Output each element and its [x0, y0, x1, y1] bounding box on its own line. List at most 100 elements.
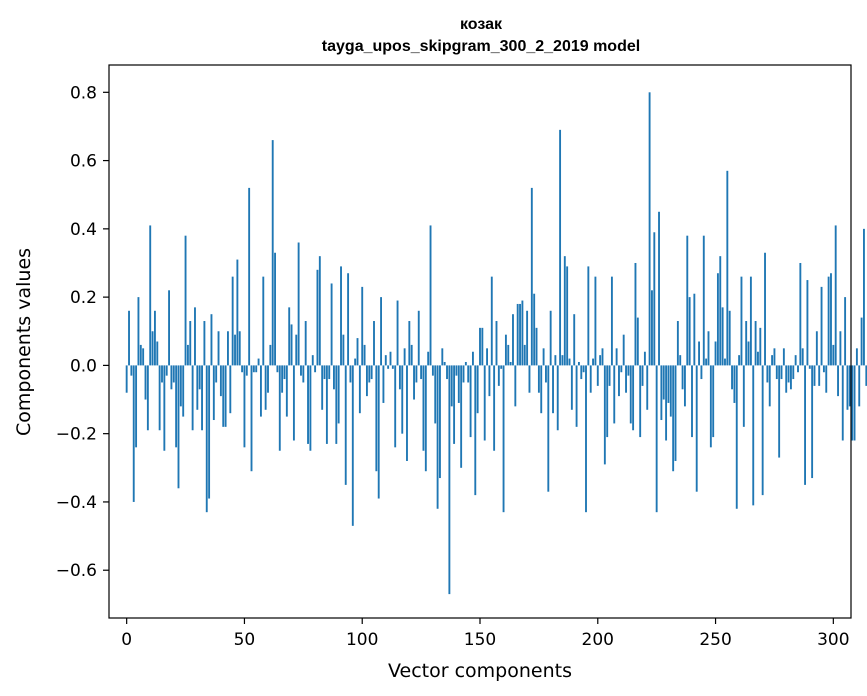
bar-26 — [186, 344, 189, 366]
bar-308 — [851, 365, 854, 441]
bar-282 — [789, 365, 792, 390]
bar-189 — [570, 365, 573, 410]
bar-124 — [417, 310, 420, 366]
bar-171 — [528, 365, 531, 393]
x-tick-label: 0 — [121, 630, 132, 650]
bar-29 — [194, 307, 196, 366]
bar-137 — [448, 365, 451, 595]
bar-81 — [316, 269, 319, 366]
bar-122 — [413, 365, 415, 400]
bar-56 — [257, 358, 260, 366]
bar-111 — [387, 365, 390, 369]
bar-272 — [766, 365, 769, 383]
bar-288 — [804, 365, 806, 485]
bar-292 — [813, 365, 816, 386]
bar-82 — [318, 256, 321, 366]
bar-221 — [646, 365, 649, 410]
bar-179 — [547, 365, 550, 492]
bar-238 — [686, 235, 689, 366]
bar-202 — [601, 348, 604, 366]
bar-39 — [217, 331, 220, 366]
bar-180 — [549, 310, 552, 366]
bar-280 — [785, 365, 788, 393]
bar-239 — [688, 297, 691, 366]
bar-200 — [596, 365, 599, 386]
bar-4 — [135, 365, 138, 448]
x-axis-ticks: 0 50 100 150 200 250 300 — [121, 618, 850, 650]
bar-100 — [361, 286, 364, 366]
bar-31 — [198, 365, 201, 390]
bar-22 — [177, 365, 180, 489]
bar-311 — [858, 365, 861, 407]
bar-172 — [530, 187, 533, 366]
bar-151 — [481, 327, 484, 366]
bar-229 — [665, 365, 668, 441]
bar-41 — [222, 365, 225, 427]
bar-97 — [354, 358, 357, 366]
bar-72 — [295, 334, 298, 366]
bar-119 — [406, 365, 408, 461]
bar-248 — [709, 365, 712, 448]
bar-73 — [297, 242, 300, 366]
bar-262 — [742, 365, 745, 427]
bar-214 — [629, 365, 632, 424]
bar-301 — [834, 225, 837, 366]
bar-176 — [540, 365, 543, 414]
bar-5 — [137, 297, 140, 366]
bar-118 — [403, 348, 406, 366]
bar-55 — [255, 365, 258, 373]
bar-23 — [179, 365, 182, 407]
bar-305 — [844, 297, 847, 366]
bar-167 — [519, 303, 521, 366]
y-axis-ticks: −0.6 −0.4 −0.2 0.0 0.2 0.4 0.6 0.8 — [56, 83, 109, 581]
bar-166 — [516, 303, 519, 366]
bar-140 — [455, 365, 458, 376]
bar-30 — [196, 365, 199, 410]
bar-250 — [714, 341, 717, 366]
bar-283 — [792, 365, 795, 380]
bar-313 — [863, 228, 865, 366]
bar-74 — [300, 365, 302, 376]
bar-127 — [424, 365, 427, 472]
bar-148 — [474, 365, 477, 496]
bar-207 — [613, 365, 616, 424]
bar-298 — [827, 276, 830, 366]
bar-232 — [672, 365, 675, 472]
bar-67 — [283, 365, 286, 380]
bar-51 — [245, 365, 248, 376]
y-tick-label: −0.6 — [56, 561, 97, 581]
bar-59 — [264, 365, 267, 410]
bar-85 — [325, 365, 328, 444]
bar-164 — [512, 314, 514, 366]
bar-159 — [500, 365, 503, 369]
bar-192 — [577, 361, 580, 366]
bar-251 — [716, 273, 719, 366]
bar-145 — [467, 365, 470, 383]
bar-144 — [464, 361, 467, 366]
bar-149 — [476, 365, 479, 414]
bar-77 — [307, 365, 309, 444]
bar-87 — [330, 283, 333, 366]
bar-76 — [304, 321, 307, 366]
bar-314 — [865, 365, 867, 386]
bar-58 — [262, 276, 265, 366]
x-tick-label: 200 — [582, 630, 614, 650]
bar-139 — [453, 365, 456, 444]
bar-25 — [184, 235, 187, 366]
bar-293 — [815, 331, 818, 366]
bar-300 — [832, 344, 835, 366]
bar-263 — [745, 321, 748, 366]
bar-277 — [778, 365, 781, 458]
bar-1 — [128, 310, 130, 366]
bar-156 — [493, 365, 496, 451]
bar-129 — [429, 225, 432, 366]
y-axis-label: Components values — [13, 248, 35, 436]
bar-233 — [674, 365, 677, 461]
bar-270 — [761, 365, 764, 496]
bar-219 — [641, 365, 644, 386]
bar-183 — [556, 365, 559, 431]
bar-146 — [469, 365, 472, 438]
bar-42 — [224, 365, 227, 427]
bar-266 — [752, 365, 755, 506]
bar-279 — [782, 348, 785, 366]
